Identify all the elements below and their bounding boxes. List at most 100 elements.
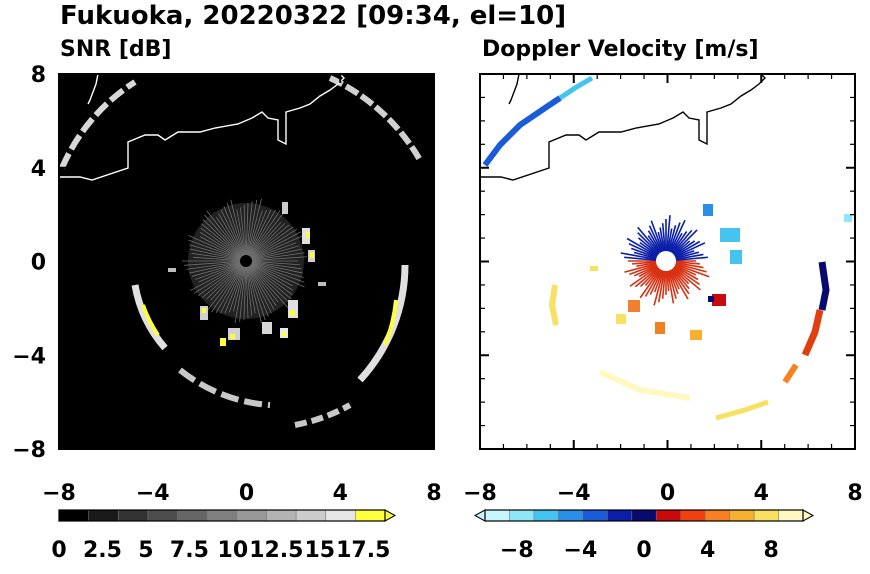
doppler-echo: [655, 322, 665, 334]
doppler-x-tick-label: 0: [660, 481, 675, 506]
doppler-ring-east-mid: [801, 309, 824, 357]
snr-ray: [245, 222, 282, 262]
snr-ray: [189, 244, 247, 262]
snr-ray: [245, 260, 279, 303]
snr-ray: [234, 260, 247, 324]
snr-echo: [262, 322, 272, 334]
snr-colorbar-segment: [58, 509, 90, 522]
doppler-colorbar-segment: [533, 509, 560, 522]
snr-ray: [245, 226, 294, 262]
snr-ray: [245, 260, 293, 295]
doppler-colorbar-segment: [558, 509, 584, 522]
doppler-colorbar-segment: [582, 509, 609, 522]
snr-y-tick-label: 4: [31, 157, 46, 182]
snr-ring-northwest: [59, 79, 137, 170]
snr-ray: [186, 260, 247, 270]
snr-ray: [245, 260, 277, 306]
snr-colorbar-max-arrow: [384, 509, 397, 522]
doppler-x-tick-label: −4: [557, 481, 591, 506]
snr-ray: [215, 260, 247, 314]
snr-x-tick-labels: −8 −4 0 4 8: [42, 481, 442, 506]
doppler-coastline: [480, 74, 766, 181]
doppler-ring-east-north: [818, 261, 830, 311]
doppler-echo: [730, 250, 742, 264]
doppler-colorbar-tick-label: 4: [700, 538, 715, 563]
snr-ray: [204, 214, 247, 262]
doppler-colorbar-segment: [484, 509, 511, 522]
doppler-colorbar-max-arrow: [802, 509, 815, 522]
doppler-colorbar-segment: [607, 509, 633, 522]
snr-ray: [220, 209, 247, 262]
snr-y-tick-label: −4: [12, 344, 46, 369]
doppler-tick-marks: [479, 73, 856, 450]
snr-echo: [290, 310, 295, 316]
snr-data-layer: [59, 75, 423, 428]
snr-ray: [245, 224, 290, 262]
doppler-data-layer: [482, 75, 852, 421]
snr-colorbar-segment: [206, 509, 238, 522]
snr-y-tick-label: 8: [31, 63, 46, 88]
doppler-echo: [720, 228, 740, 242]
snr-ray: [245, 210, 263, 262]
snr-colorbar-segment: [117, 509, 149, 522]
snr-ray: [245, 260, 272, 314]
snr-ray: [245, 260, 300, 266]
snr-ray: [210, 260, 247, 313]
snr-ring-west: [131, 284, 168, 351]
snr-ray: [245, 211, 286, 262]
snr-ray: [245, 260, 262, 324]
snr-ray: [198, 260, 247, 297]
snr-ray: [245, 223, 286, 262]
snr-ring-west-strong: [141, 304, 160, 337]
snr-ray: [245, 260, 289, 309]
snr-ray: [200, 227, 247, 262]
snr-colorbar-tick-label: 12.5: [249, 538, 303, 563]
radar-center-marker: [240, 255, 252, 267]
snr-echo: [282, 332, 286, 336]
snr-colorbar-segment: [147, 509, 179, 522]
snr-ray: [245, 209, 272, 262]
doppler-colorbar-segment: [655, 509, 682, 522]
snr-ray: [184, 260, 247, 266]
snr-ray: [245, 260, 256, 314]
snr-subtitle: SNR [dB]: [60, 37, 171, 62]
snr-x-tick-label: 4: [333, 481, 348, 506]
snr-ray: [233, 260, 247, 312]
snr-echo: [318, 282, 326, 286]
snr-ring-east-strong: [383, 299, 398, 346]
doppler-colorbar-tick-labels: −8 −4 0 4 8: [500, 538, 779, 563]
snr-ray: [190, 248, 247, 262]
snr-echoes: [168, 202, 326, 346]
snr-colorbar-segment: [355, 509, 386, 522]
snr-colorbar-segment: [88, 509, 120, 522]
snr-ray: [245, 199, 258, 262]
snr-ray: [239, 207, 247, 262]
snr-ray: [245, 260, 253, 316]
doppler-colorbar-segment: [729, 509, 755, 522]
snr-ray: [245, 248, 302, 262]
snr-ray: [245, 260, 269, 317]
doppler-echoes: [590, 204, 852, 340]
snr-rays: [182, 198, 307, 324]
doppler-echo: [708, 296, 714, 302]
snr-ray: [190, 260, 247, 291]
snr-ray: [206, 210, 247, 262]
snr-ray: [191, 252, 247, 262]
snr-ring-northeast: [328, 75, 423, 162]
snr-ray: [245, 260, 266, 321]
snr-ray: [201, 223, 247, 262]
snr-colorbar-tick-labels: 0 2.5 5 7.5 10 12.5 15 17.5: [51, 538, 390, 563]
snr-colorbar-tick-label: 0: [51, 538, 66, 563]
doppler-ring-south: [598, 369, 691, 401]
snr-ray: [245, 210, 281, 262]
snr-ray: [245, 260, 303, 274]
snr-echo: [310, 252, 314, 258]
doppler-echo: [844, 214, 852, 222]
snr-ray: [230, 199, 247, 262]
snr-colorbar-segment: [295, 509, 327, 522]
doppler-rays: [620, 215, 710, 306]
snr-ray: [199, 236, 247, 262]
snr-ring-south: [178, 367, 271, 408]
snr-colorbar-tick-label: 10: [218, 538, 249, 563]
